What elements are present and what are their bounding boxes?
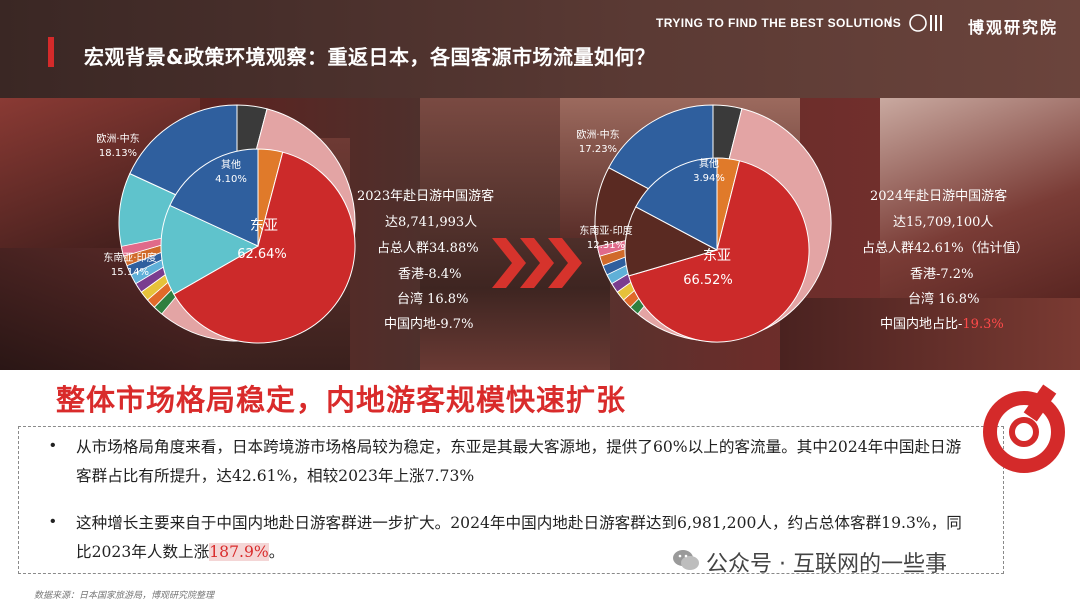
stats-2024-line-3: 占总人群42.61%（估计值） [862, 241, 1029, 256]
header-band: 宏观背景&政策环境观察：重返日本，各国客源市场流量如何？ TRYING TO F… [0, 0, 1080, 98]
summary-paragraph-2-end: 。 [268, 543, 285, 561]
summary-box [18, 426, 1004, 574]
watermark-text: 公众号 · 互联网的一些事 [706, 552, 947, 577]
collage-photo-market [780, 298, 1080, 370]
stats-2024-mainland-prefix: 中国内地占比- [880, 317, 963, 332]
stats-2024-line-5: 台湾 16.8% [908, 292, 980, 307]
slice-value-1: 12.31% [587, 240, 625, 251]
slice-label-0: 东亚 [250, 218, 278, 234]
stats-2023-line-6: 中国内地-9.7% [384, 317, 474, 332]
page-title: 宏观背景&政策环境观察：重返日本，各国客源市场流量如何？ [84, 45, 656, 69]
slice-value-0: 17.23% [579, 144, 617, 155]
inner-slice-欧洲·中东 [635, 157, 718, 251]
slice-label-4: 其他 [221, 158, 241, 171]
slice-label-3: 东南亚·印度 [103, 251, 156, 264]
slice-label-2: 欧洲·中东 [576, 128, 619, 141]
brand-name: 博观研究院 [968, 18, 1059, 37]
slice-value-2: 3.94% [693, 173, 725, 184]
wechat-icon [673, 550, 699, 570]
inner-slice-东亚 [173, 151, 356, 344]
collage-photo-wave [880, 98, 1080, 298]
bullet-2-marker: • [50, 513, 56, 530]
stats-2024-line-4: 香港-7.2% [910, 267, 974, 282]
slice-label-3: 东南亚·印度 [579, 224, 632, 237]
stats-2023-line-5: 台湾 16.8% [397, 292, 469, 307]
stats-2023-line-3: 占总人群34.88% [377, 241, 479, 256]
slice-label-0: 东亚 [703, 248, 731, 264]
stats-2023-line-2: 达8,741,993人 [385, 215, 478, 230]
stats-2023-line-4: 香港-8.4% [398, 267, 462, 282]
title-accent-bar [48, 37, 54, 67]
summary-paragraph-2-text: 这种增长主要来自于中国内地赴日游客群进一步扩大。2024年中国内地赴日游客群达到… [76, 514, 962, 561]
slice-value-2: 4.10% [215, 174, 247, 185]
inner-slice-东南亚·印度 [624, 206, 719, 277]
section-title: 整体市场格局稳定，内地游客规模快速扩张 [56, 383, 627, 417]
tagline-slash: / [888, 14, 892, 29]
slice-label-1: 66.52% [683, 273, 733, 288]
brand-logo-icon [909, 14, 942, 32]
stats-2024-line-2: 达15,709,100人 [893, 215, 994, 230]
slice-label-4: 其他 [699, 157, 719, 170]
stats-2024-line-1: 2024年赴日游中国游客 [870, 189, 1008, 204]
brand-emblem-icon [983, 384, 1065, 473]
data-source-note: 数据来源：日本国家旅游局，博观研究院整理 [34, 590, 215, 600]
tagline: TRYING TO FIND THE BEST SOLUTIONS [656, 16, 902, 30]
stats-2023-line-1: 2023年赴日游中国游客 [357, 189, 495, 204]
growth-highlight: 187.9% [209, 543, 269, 561]
inner-slice-欧洲·中东 [169, 148, 259, 247]
slice-label-2: 欧洲·中东 [96, 132, 139, 145]
slice-value-1: 15.14% [111, 267, 149, 278]
stats-2024-line-6: 中国内地占比-19.3% [880, 313, 1004, 332]
inner-slice-东亚 [628, 160, 810, 343]
stats-2024-mainland-value: 19.3% [962, 317, 1004, 332]
inner-slice-东南亚·印度 [160, 204, 260, 295]
bullet-1-marker: • [50, 437, 56, 454]
summary-paragraph-1: 从市场格局角度来看，日本跨境游市场格局较为稳定，东亚是其最大客源地，提供了60%… [76, 438, 962, 485]
slice-label-1: 62.64% [237, 247, 287, 262]
slice-value-0: 18.13% [99, 148, 137, 159]
donut-charts: 东亚62.64%欧洲·中东东南亚·印度其他18.13%15.14%4.10%东亚… [96, 104, 832, 344]
trend-arrow-icon [492, 238, 582, 288]
summary-paragraph-2: 这种增长主要来自于中国内地赴日游客群进一步扩大。2024年中国内地赴日游客群达到… [76, 509, 976, 567]
